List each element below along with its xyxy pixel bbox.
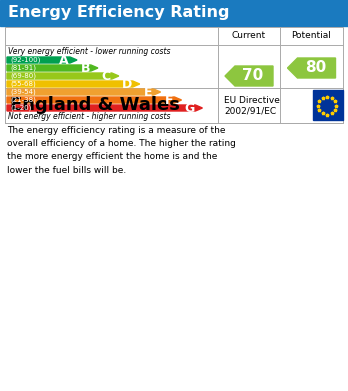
Text: (69-80): (69-80) <box>10 73 36 79</box>
Text: G: G <box>184 102 195 115</box>
Text: EU Directive: EU Directive <box>224 96 280 105</box>
Circle shape <box>314 93 340 118</box>
Text: (92-100): (92-100) <box>10 57 40 63</box>
Polygon shape <box>225 66 273 86</box>
Text: (39-54): (39-54) <box>10 89 36 95</box>
Text: A: A <box>60 54 69 66</box>
Polygon shape <box>7 89 161 95</box>
Text: 2002/91/EC: 2002/91/EC <box>224 106 276 115</box>
Polygon shape <box>7 57 77 63</box>
Bar <box>5 88 343 123</box>
Text: (81-91): (81-91) <box>10 65 36 71</box>
Text: F: F <box>165 93 174 106</box>
Polygon shape <box>7 105 203 111</box>
Text: 70: 70 <box>242 68 264 84</box>
Text: The energy efficiency rating is a measure of the
overall efficiency of a home. T: The energy efficiency rating is a measur… <box>7 126 236 175</box>
Bar <box>313 90 343 120</box>
Text: (1-20): (1-20) <box>10 105 31 111</box>
Polygon shape <box>7 81 140 87</box>
Polygon shape <box>7 73 119 79</box>
Text: (55-68): (55-68) <box>10 81 36 87</box>
Text: C: C <box>102 70 111 83</box>
Polygon shape <box>287 58 335 78</box>
Text: D: D <box>121 77 132 90</box>
Text: Potential: Potential <box>292 32 331 41</box>
Text: Energy Efficiency Rating: Energy Efficiency Rating <box>8 5 229 20</box>
Text: 80: 80 <box>305 61 326 75</box>
Text: B: B <box>80 61 90 75</box>
Text: Very energy efficient - lower running costs: Very energy efficient - lower running co… <box>8 47 171 56</box>
Polygon shape <box>7 65 98 71</box>
Text: England & Wales: England & Wales <box>10 97 180 115</box>
Bar <box>5 27 343 123</box>
Text: Not energy efficient - higher running costs: Not energy efficient - higher running co… <box>8 112 171 121</box>
Text: Current: Current <box>232 32 266 41</box>
Text: E: E <box>144 86 153 99</box>
Polygon shape <box>7 97 182 103</box>
Text: (21-38): (21-38) <box>10 97 36 103</box>
Bar <box>0 0 348 26</box>
